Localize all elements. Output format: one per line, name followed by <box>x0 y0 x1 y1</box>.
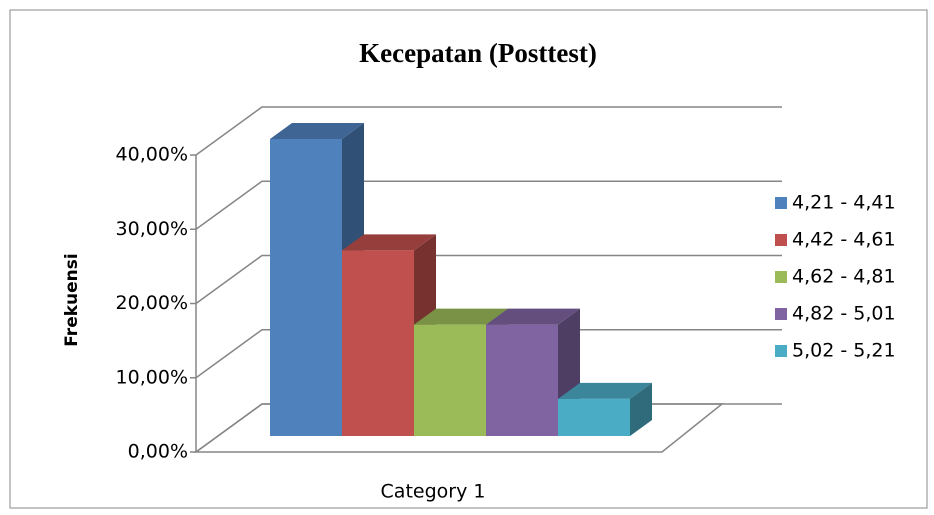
y-tick-label: 30,00% <box>116 218 188 240</box>
legend-swatch <box>775 197 787 209</box>
bar-top <box>342 234 436 251</box>
bar <box>342 250 414 436</box>
bar-top <box>558 382 652 399</box>
legend-swatch <box>775 234 787 246</box>
bar-side <box>630 382 652 436</box>
bar-top <box>414 308 508 325</box>
legend-swatch <box>775 345 787 357</box>
bar <box>270 139 342 436</box>
grid-line <box>195 106 782 156</box>
grid-line <box>195 254 782 305</box>
bar-top <box>270 123 364 139</box>
legend-label: 5,02 - 5,21 <box>792 340 896 362</box>
legend-label: 4,82 - 5,01 <box>792 303 896 325</box>
bar <box>486 324 558 436</box>
bar <box>558 398 630 436</box>
y-tick-label: 0,00% <box>128 441 188 463</box>
bar <box>414 324 486 436</box>
legend-swatch <box>775 271 787 283</box>
grid-line <box>195 329 782 379</box>
y-tick-label: 10,00% <box>116 366 188 388</box>
x-tick-label: Category 1 <box>381 481 486 503</box>
bar-top <box>486 308 580 325</box>
chart-title: Kecepatan (Posttest) <box>359 38 597 68</box>
legend-label: 4,62 - 4,81 <box>792 266 896 288</box>
legend-swatch <box>775 308 787 320</box>
y-tick-label: 20,00% <box>116 292 188 314</box>
legend-label: 4,21 - 4,41 <box>792 192 896 214</box>
grid-line <box>195 180 782 230</box>
y-tick-label: 40,00% <box>116 144 188 166</box>
legend-label: 4,42 - 4,61 <box>792 229 896 251</box>
y-axis-label: Frekuensi <box>62 253 82 346</box>
